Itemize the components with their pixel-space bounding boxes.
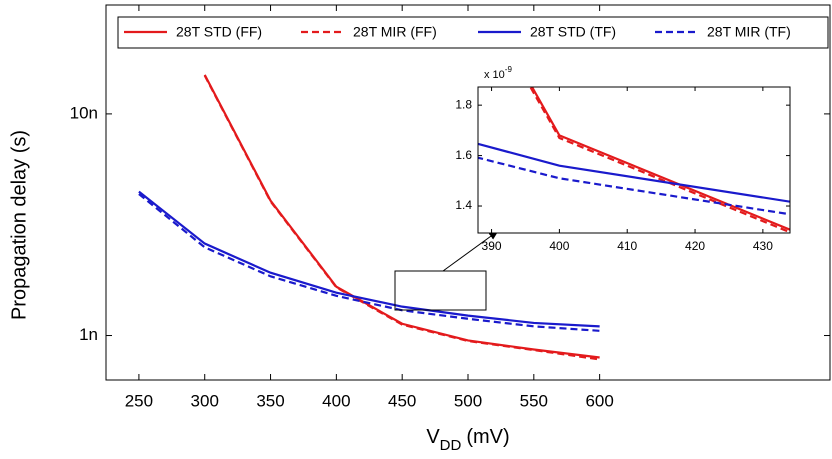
series-line xyxy=(478,142,790,203)
x-label-main: V xyxy=(426,426,440,448)
inset-plot: 390 400 410 420 430 1.4 1.6 1.8 xyxy=(455,86,791,253)
y-tick-label: 1n xyxy=(79,325,98,344)
offset-base: x 10 xyxy=(484,69,505,81)
x-tick-label: 250 xyxy=(125,391,153,410)
x-tick-label: 350 xyxy=(256,391,284,410)
offset-exponent: -9 xyxy=(505,65,513,74)
series-line xyxy=(138,193,600,332)
y-tick-label: 1.4 xyxy=(455,198,472,212)
series-line xyxy=(138,190,600,328)
x-label-unit: (mV) xyxy=(466,426,509,448)
y-tick-label: 10n xyxy=(70,103,98,122)
legend: 28T STD (FF) 28T MIR (FF) 28T STD (TF) 28T … xyxy=(117,16,829,49)
series-line xyxy=(478,156,790,216)
series-line xyxy=(530,87,790,231)
x-label-sub: DD xyxy=(440,437,462,454)
x-tick-label: 450 xyxy=(388,391,416,410)
zoom-box xyxy=(394,270,487,311)
x-tick-label: 400 xyxy=(549,239,569,253)
x-tick-label: 300 xyxy=(191,391,219,410)
inset-offset-label: x 10-9 xyxy=(484,65,512,81)
x-tick-label: 500 xyxy=(454,391,482,410)
plot-frame xyxy=(477,86,791,234)
y-axis-label: Propagation delay (s) xyxy=(8,130,30,320)
x-tick-label: 600 xyxy=(585,391,613,410)
series-line xyxy=(529,87,790,233)
legend-label: 28T STD (TF) xyxy=(530,24,616,40)
legend-box xyxy=(117,16,829,49)
series-line xyxy=(203,75,600,361)
legend-label: 28T MIR (FF) xyxy=(353,24,437,40)
plot-frame xyxy=(105,4,831,381)
x-tick-label: 390 xyxy=(482,239,502,253)
legend-label: 28T MIR (TF) xyxy=(707,24,791,40)
y-tick-label: 1.6 xyxy=(455,148,472,162)
y-tick-label: 1.8 xyxy=(455,97,472,111)
x-tick-label: 550 xyxy=(520,391,548,410)
x-tick-label: 420 xyxy=(685,239,705,253)
x-axis-label: VDD (mV) xyxy=(426,426,509,454)
x-tick-label: 410 xyxy=(617,239,637,253)
legend-label: 28T STD (FF) xyxy=(176,24,262,40)
zoom-arrow xyxy=(442,230,499,272)
x-tick-label: 400 xyxy=(322,391,350,410)
x-tick-label: 430 xyxy=(753,239,773,253)
